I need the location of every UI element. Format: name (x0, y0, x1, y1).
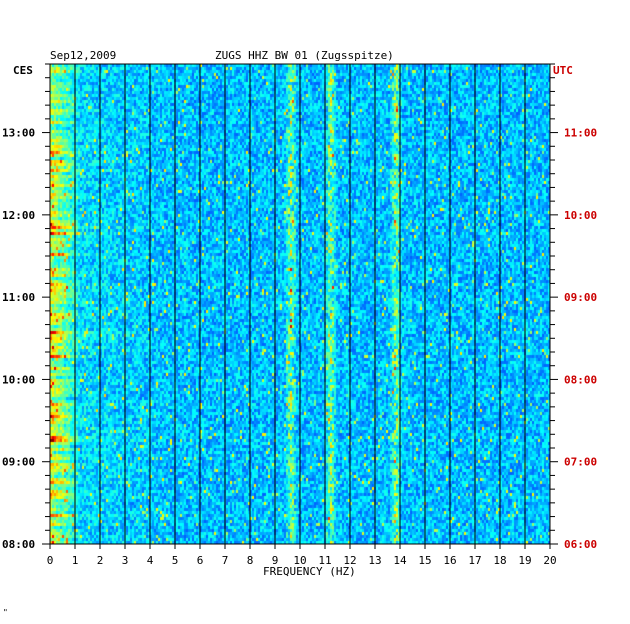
left-time-label: 10:00 (2, 373, 35, 386)
x-tick-label-7: 7 (222, 554, 229, 567)
x-tick-label-0: 0 (47, 554, 54, 567)
x-tick-label-3: 3 (122, 554, 129, 567)
left-time-label: 11:00 (2, 291, 35, 304)
x-axis-title: FREQUENCY (HZ) (263, 565, 356, 578)
left-time-label: 12:00 (2, 209, 35, 222)
x-tick-label-5: 5 (172, 554, 179, 567)
x-tick-label-1: 1 (72, 554, 79, 567)
x-tick-label-12: 12 (343, 554, 356, 567)
left-time-label: 09:00 (2, 456, 35, 469)
date-label: Sep12,2009 (50, 49, 116, 62)
x-tick-label-10: 10 (293, 554, 306, 567)
right-time-label: 10:00 (564, 209, 597, 222)
x-tick-label-11: 11 (318, 554, 331, 567)
frequency-axis: 0 1 2 3 4 5 6 7 8 9 10 11 12 13 14 15 16 17 18 19 20 (47, 544, 557, 567)
right-time-label: 09:00 (564, 291, 597, 304)
right-time-label: 06:00 (564, 538, 597, 551)
left-timezone-label: CES (13, 64, 33, 77)
right-time-label: 07:00 (564, 456, 597, 469)
right-timezone-label: UTC (553, 64, 573, 77)
x-tick-label-20: 20 (543, 554, 556, 567)
footer-mark: " (3, 608, 8, 617)
x-tick-label-8: 8 (247, 554, 254, 567)
x-tick-label-18: 18 (493, 554, 506, 567)
local-time-axis: 13:00 12:00 11:00 10:00 09:00 08:00 (2, 63, 50, 551)
x-tick-label-14: 14 (393, 554, 407, 567)
utc-time-axis: 11:00 10:00 09:00 08:00 07:00 06:00 (550, 63, 597, 551)
x-tick-label-6: 6 (197, 554, 204, 567)
right-time-label: 11:00 (564, 127, 597, 140)
x-tick-label-2: 2 (97, 554, 104, 567)
x-tick-label-9: 9 (272, 554, 279, 567)
x-tick-label-17: 17 (468, 554, 481, 567)
left-time-label: 13:00 (2, 127, 35, 140)
x-tick-label-16: 16 (443, 554, 456, 567)
left-time-label: 08:00 (2, 538, 35, 551)
frequency-gridlines (49, 64, 551, 544)
x-tick-label-4: 4 (147, 554, 154, 567)
x-tick-label-13: 13 (368, 554, 381, 567)
x-tick-label-19: 19 (518, 554, 531, 567)
x-tick-label-15: 15 (418, 554, 431, 567)
right-time-label: 08:00 (564, 373, 597, 386)
station-title: ZUGS HHZ BW 01 (Zugsspitze) (215, 49, 394, 62)
